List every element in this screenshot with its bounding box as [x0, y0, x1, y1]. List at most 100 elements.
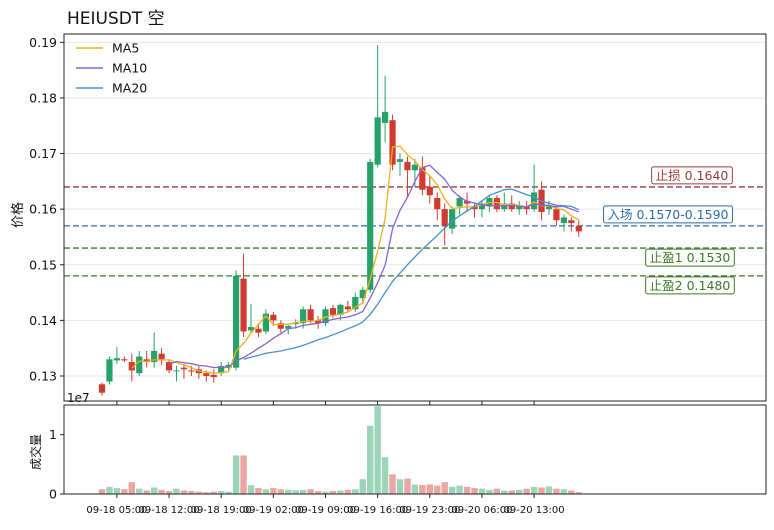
ma20-line — [243, 188, 580, 360]
legend-entry: MA10 — [76, 61, 147, 76]
candle-body — [426, 186, 433, 196]
candle — [314, 315, 322, 329]
candle-body — [143, 359, 150, 363]
candle — [493, 195, 500, 212]
candle-body — [240, 278, 247, 332]
candle — [478, 200, 486, 218]
volume-bar — [568, 490, 575, 494]
volume-bar — [195, 491, 203, 494]
volume-bar — [165, 491, 173, 494]
volume-bar — [262, 489, 270, 494]
volume-bar — [463, 486, 471, 494]
volume-bar — [322, 491, 329, 494]
legend-entry: MA5 — [76, 41, 139, 56]
candle — [523, 200, 530, 215]
volume-bar — [173, 488, 180, 494]
candle-body — [285, 325, 292, 329]
x-tick-label: 09-20 13:00 — [504, 505, 565, 516]
candle-body — [218, 365, 225, 374]
candle-body — [382, 111, 389, 123]
volume-tick-label: 0 — [49, 487, 57, 502]
volume-bar — [128, 482, 135, 494]
volume-bar — [404, 478, 411, 494]
volume-bar — [232, 455, 240, 494]
volume-bar — [352, 489, 359, 494]
candle-body — [121, 359, 128, 361]
candle — [426, 175, 433, 204]
x-tick-label: 09-18 05:00 — [86, 505, 147, 516]
candle — [359, 287, 366, 304]
ma10-line — [168, 164, 580, 369]
candle-body — [225, 364, 232, 368]
candle — [352, 292, 359, 313]
x-tick-label: 09-18 12:00 — [139, 505, 200, 516]
candle-body — [463, 200, 471, 204]
candle-body — [173, 370, 180, 372]
volume-axis: 01 — [49, 427, 64, 502]
candle — [180, 363, 188, 379]
volume-bar — [396, 479, 404, 494]
candle-body — [98, 384, 106, 393]
candle-body — [113, 358, 120, 361]
volume-bar — [381, 457, 389, 494]
x-tick-label: 09-20 06:00 — [451, 505, 512, 516]
candle — [568, 217, 575, 232]
volume-bar — [292, 490, 299, 494]
volume-bar — [441, 482, 448, 494]
candle-body — [188, 370, 195, 372]
level-label: 止损 0.1640 — [651, 166, 733, 185]
volume-bars — [98, 406, 582, 494]
candle — [575, 220, 582, 237]
candle — [344, 300, 351, 313]
volume-offset-label: 1e7 — [67, 391, 90, 405]
volume-bar — [225, 491, 232, 494]
candle-body — [553, 209, 560, 221]
candle-body — [560, 217, 567, 224]
level-label-box — [645, 248, 735, 267]
candle — [247, 303, 255, 335]
candle-body — [337, 304, 344, 315]
candle — [151, 332, 158, 368]
candle-body — [128, 362, 135, 371]
candle-body — [300, 309, 307, 324]
candle-body — [203, 373, 210, 376]
candle-body — [419, 167, 426, 190]
volume-bar — [434, 485, 441, 494]
level-label-text: 止盈2 0.1480 — [650, 278, 731, 293]
legend-entry: MA20 — [76, 81, 147, 96]
candle — [441, 203, 448, 246]
volume-bar — [538, 487, 545, 494]
candle — [143, 350, 150, 368]
volume-bar — [203, 492, 210, 494]
volume-bar — [359, 479, 366, 494]
ma-lines — [131, 145, 580, 374]
candle — [136, 350, 143, 376]
price-tick-label: 0.16 — [29, 202, 57, 217]
candle-body — [411, 164, 418, 171]
volume-axis-label: 成交量 — [28, 434, 43, 470]
candle-body — [158, 353, 165, 360]
candle — [404, 156, 411, 199]
volume-bar — [411, 484, 419, 494]
candle — [322, 306, 329, 326]
x-tick-label: 09-19 23:00 — [399, 505, 460, 516]
volume-bar — [426, 484, 433, 494]
candle — [113, 347, 120, 364]
volume-bar — [486, 489, 493, 494]
candle — [195, 365, 202, 379]
volume-bar — [389, 474, 396, 494]
volume-bar — [240, 455, 247, 494]
volume-bar — [150, 487, 158, 494]
volume-bar — [121, 489, 128, 494]
candle-body — [575, 225, 582, 232]
volume-bar — [136, 488, 143, 494]
candle — [553, 206, 560, 226]
candle — [508, 195, 515, 212]
candle-body — [516, 206, 523, 210]
candle — [560, 214, 567, 232]
candle — [98, 382, 106, 396]
volume-bar — [471, 488, 478, 494]
candle-body — [277, 323, 284, 329]
volume-bar — [106, 486, 113, 494]
